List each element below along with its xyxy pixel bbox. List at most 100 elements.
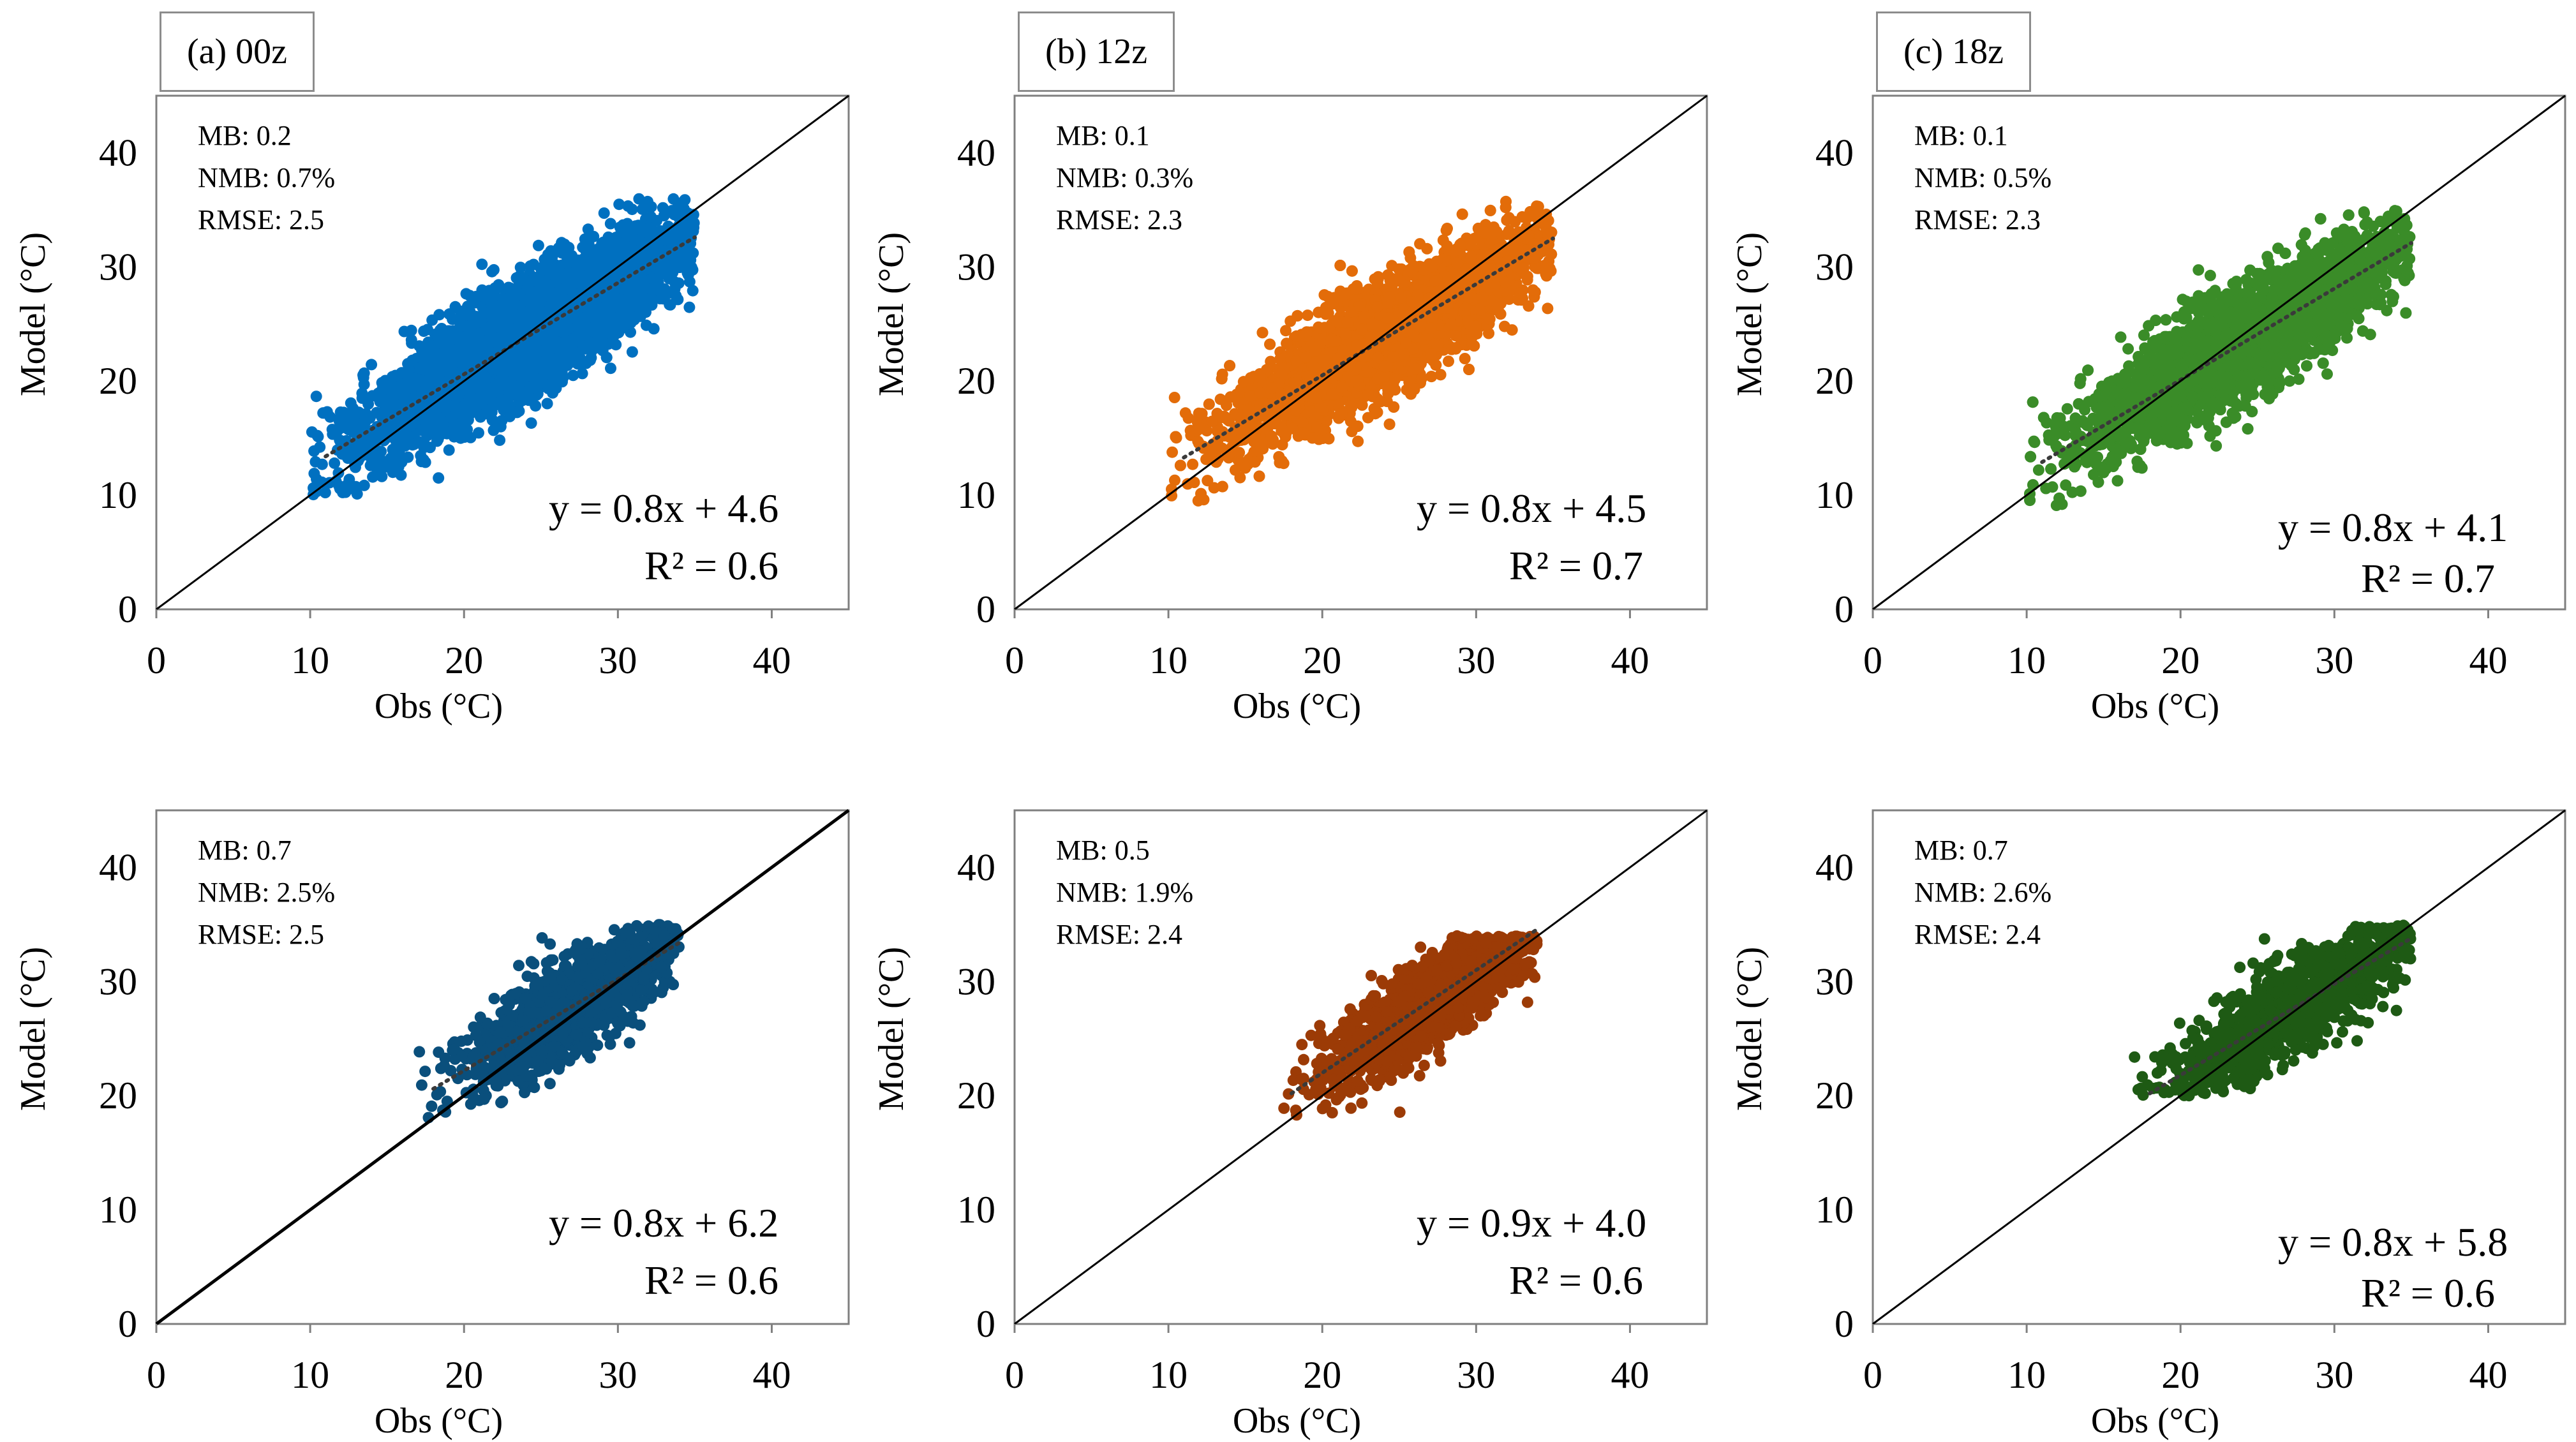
data-point <box>598 338 610 350</box>
y-tick-label: 30 <box>99 246 137 288</box>
data-point <box>535 262 547 274</box>
data-point <box>516 394 528 406</box>
data-point <box>580 245 592 257</box>
data-point <box>626 204 638 216</box>
data-point <box>593 273 605 285</box>
data-point <box>533 345 546 357</box>
data-point <box>507 327 519 339</box>
data-point <box>659 291 670 303</box>
data-point <box>553 242 565 254</box>
data-point <box>476 284 488 296</box>
data-point <box>428 416 440 428</box>
data-point <box>404 382 415 394</box>
data-point <box>472 328 484 340</box>
data-point <box>308 445 320 457</box>
r-squared: R² = 0.6 <box>644 543 778 588</box>
x-tick-label: 20 <box>445 639 483 681</box>
data-point <box>547 353 560 366</box>
data-point <box>422 323 433 336</box>
data-point <box>596 313 608 325</box>
data-point <box>485 297 496 309</box>
data-point <box>489 283 500 295</box>
data-point <box>432 348 444 360</box>
data-point <box>442 399 454 411</box>
data-point <box>669 283 681 295</box>
data-point <box>358 479 370 491</box>
data-point <box>445 348 458 360</box>
y-tick-label: 10 <box>99 474 137 516</box>
data-point <box>614 250 626 262</box>
data-point <box>630 220 641 232</box>
data-point <box>611 295 623 307</box>
data-point <box>316 458 328 470</box>
data-point <box>382 399 394 410</box>
data-point <box>576 368 588 380</box>
panel-title: (a) 00z <box>160 11 315 92</box>
data-point <box>547 366 560 378</box>
data-point <box>460 320 472 332</box>
data-point <box>648 281 660 294</box>
data-point <box>533 302 545 315</box>
data-point <box>345 397 357 409</box>
data-point <box>645 292 657 304</box>
data-point <box>658 210 670 222</box>
data-point <box>528 272 540 284</box>
y-tick-label: 40 <box>99 131 137 174</box>
data-point <box>352 440 364 452</box>
x-axis-label: Obs (°C) <box>375 687 503 726</box>
data-point <box>479 371 491 383</box>
data-point <box>553 325 565 337</box>
data-point <box>683 225 695 237</box>
data-point <box>532 239 544 251</box>
data-point <box>488 400 500 412</box>
data-point <box>499 376 511 388</box>
data-point <box>436 364 449 376</box>
data-point <box>626 346 638 358</box>
data-point <box>414 362 426 375</box>
data-point <box>396 440 408 451</box>
data-point <box>567 369 579 382</box>
data-point <box>547 262 560 274</box>
data-point <box>398 325 410 338</box>
data-point <box>433 336 445 348</box>
data-points <box>306 193 700 501</box>
data-point <box>562 266 574 278</box>
data-point <box>625 230 637 242</box>
data-point <box>373 387 385 399</box>
data-point <box>587 258 599 270</box>
data-point <box>687 285 699 297</box>
scatter-panel: 0 10 20 30 40 0 10 20 30 40 Obs (°C) Model (°C) (a) … <box>0 0 855 726</box>
data-point <box>605 362 616 375</box>
data-point <box>443 308 456 320</box>
data-point <box>640 250 652 262</box>
data-point <box>366 359 378 371</box>
data-point <box>391 455 403 467</box>
data-point <box>350 480 362 493</box>
data-point <box>488 424 500 436</box>
x-tick-label: 40 <box>752 639 791 681</box>
data-point <box>406 354 419 366</box>
data-point <box>494 434 506 446</box>
data-point <box>540 283 551 295</box>
data-point <box>426 314 438 326</box>
y-tick-label: 20 <box>99 360 137 402</box>
y-axis-label: Model (°C) <box>13 232 53 396</box>
data-point <box>342 452 354 465</box>
data-point <box>565 281 577 293</box>
regression-equation: y = 0.8x + 4.6 <box>549 486 779 531</box>
data-point <box>613 198 625 211</box>
data-point <box>465 431 477 443</box>
data-point <box>541 398 553 410</box>
stat-nmb: NMB: 0.7% <box>198 162 336 193</box>
data-point <box>319 487 331 498</box>
data-point <box>376 470 388 482</box>
data-point <box>356 392 368 404</box>
data-point <box>470 347 482 359</box>
data-point <box>395 469 407 481</box>
data-point <box>406 337 418 349</box>
data-point <box>476 258 488 271</box>
data-point <box>648 323 660 335</box>
data-point <box>598 207 610 219</box>
data-point <box>433 472 445 484</box>
